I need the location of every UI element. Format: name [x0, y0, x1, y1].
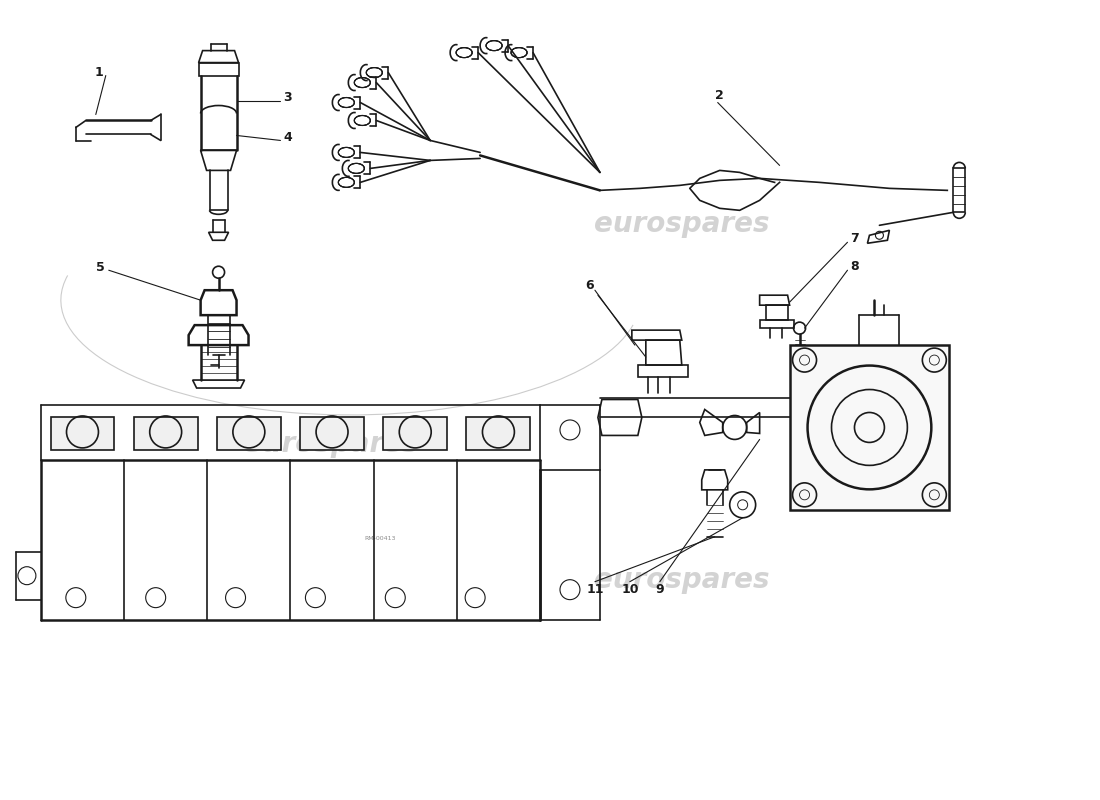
Text: 9: 9 [656, 583, 664, 596]
Text: RM-00413: RM-00413 [364, 536, 396, 541]
Text: 1: 1 [95, 66, 103, 79]
Text: 10: 10 [621, 583, 639, 596]
Text: eurospares: eurospares [594, 210, 770, 238]
Text: 5: 5 [97, 261, 106, 274]
Text: 7: 7 [850, 232, 859, 245]
Bar [134, 417, 198, 450]
Text: 3: 3 [283, 91, 292, 104]
Bar [51, 417, 114, 450]
Text: 2: 2 [715, 89, 724, 102]
Bar [466, 417, 530, 450]
Bar [217, 417, 280, 450]
Text: 11: 11 [586, 583, 604, 596]
Text: eurospares: eurospares [594, 566, 770, 594]
Bar [790, 345, 949, 510]
Text: 4: 4 [283, 131, 292, 144]
Bar [383, 417, 448, 450]
Text: 6: 6 [585, 278, 594, 292]
Bar [300, 417, 364, 450]
Text: eurospares: eurospares [243, 430, 418, 458]
Text: 8: 8 [850, 260, 859, 273]
